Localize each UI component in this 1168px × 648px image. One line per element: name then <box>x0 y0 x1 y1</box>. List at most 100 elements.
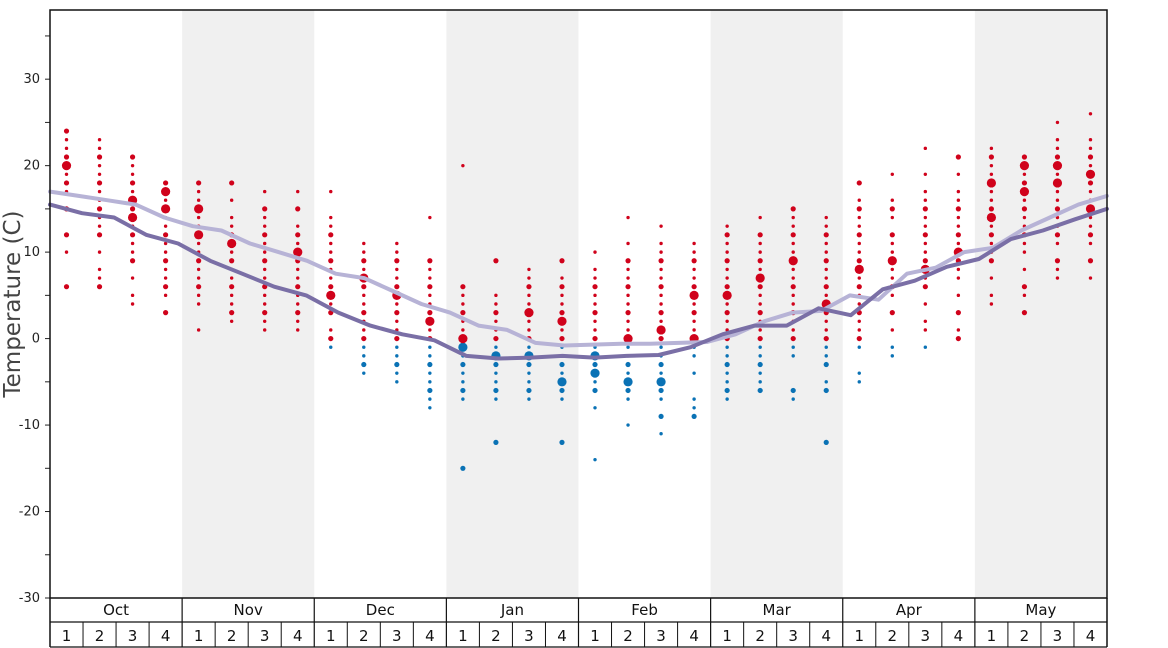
observation-dot <box>63 232 70 238</box>
observation-dot <box>956 241 961 246</box>
observation-dot <box>923 172 928 176</box>
observation-dot <box>263 189 267 194</box>
observation-dot <box>823 335 829 342</box>
observation-dot <box>692 241 696 246</box>
observation-dot <box>791 293 795 298</box>
week-label: 2 <box>755 627 765 645</box>
observation-dot <box>890 328 894 332</box>
observation-dot <box>887 256 897 266</box>
observation-dot <box>428 293 432 298</box>
observation-dot <box>559 284 565 290</box>
observation-dot <box>526 361 532 368</box>
observation-dot <box>659 250 663 254</box>
observation-dot <box>129 232 136 238</box>
month-label-jan: Jan <box>500 601 524 619</box>
observation-dot <box>229 250 234 254</box>
observation-dot <box>856 206 862 212</box>
observation-dot <box>791 215 795 220</box>
observation-dot <box>623 333 633 344</box>
observation-dot <box>856 180 862 186</box>
observation-dot <box>824 293 828 298</box>
observation-dot <box>923 215 928 220</box>
observation-dot <box>725 276 729 280</box>
observation-dot <box>1019 186 1030 197</box>
observation-dot <box>790 232 796 238</box>
observation-dot <box>427 258 433 264</box>
observation-dot <box>956 172 961 176</box>
observation-dot <box>757 258 763 264</box>
observation-dot <box>263 302 267 306</box>
observation-dot <box>461 293 465 298</box>
observation-dot <box>692 302 696 306</box>
observation-dot <box>526 284 532 290</box>
observation-dot <box>527 276 531 280</box>
observation-dot <box>791 250 795 254</box>
observation-dot <box>295 206 301 212</box>
observation-dot <box>229 258 235 264</box>
observation-dot <box>725 371 729 375</box>
observation-dot <box>923 319 928 323</box>
observation-dot <box>296 189 300 194</box>
month-band-jan <box>446 10 579 598</box>
observation-dot <box>458 333 468 344</box>
week-label: 3 <box>260 627 270 645</box>
observation-dot <box>626 267 630 272</box>
observation-dot <box>1022 198 1027 202</box>
observation-dot <box>989 241 994 246</box>
observation-dot <box>593 328 597 332</box>
observation-dot <box>824 354 828 358</box>
observation-dot <box>494 302 498 306</box>
observation-dot <box>988 258 994 264</box>
observation-dot <box>626 397 630 401</box>
observation-dot <box>989 189 994 194</box>
observation-dot <box>428 354 432 358</box>
observation-dot <box>262 258 268 264</box>
observation-dot <box>328 335 334 342</box>
observation-dot <box>494 380 498 384</box>
observation-dot <box>1085 204 1096 214</box>
observation-dot <box>824 224 828 228</box>
observation-dot <box>130 302 135 306</box>
observation-dot <box>626 215 630 220</box>
observation-dot <box>527 319 531 323</box>
observation-dot <box>854 264 864 275</box>
observation-dot <box>658 335 664 342</box>
observation-dot <box>659 267 663 272</box>
observation-dot <box>722 290 732 300</box>
observation-dot <box>824 241 828 246</box>
observation-dot <box>593 319 597 323</box>
observation-dot <box>1022 267 1027 272</box>
observation-dot <box>97 138 102 142</box>
observation-dot <box>658 258 664 264</box>
observation-dot <box>527 380 531 384</box>
observation-dot <box>329 189 333 194</box>
observation-dot <box>956 189 961 194</box>
observation-dot <box>329 302 333 306</box>
observation-dot <box>758 345 762 349</box>
observation-dot <box>460 284 466 290</box>
observation-dot <box>692 406 696 410</box>
observation-dot <box>1054 258 1061 264</box>
observation-dot <box>956 215 961 220</box>
observation-dot <box>692 354 696 358</box>
observation-dot <box>758 293 762 298</box>
observation-dot <box>923 189 928 194</box>
observation-dot <box>1022 250 1027 254</box>
observation-dot <box>97 276 102 280</box>
week-label: 3 <box>128 627 138 645</box>
observation-dot <box>791 276 795 280</box>
observation-dot <box>593 267 597 272</box>
observation-dot <box>724 232 730 238</box>
observation-dot <box>494 371 498 375</box>
observation-dot <box>989 172 994 176</box>
observation-dot <box>329 215 333 220</box>
observation-dot <box>425 316 435 326</box>
observation-dot <box>823 439 829 445</box>
observation-dot <box>129 206 136 212</box>
observation-dot <box>592 335 598 342</box>
observation-dot <box>791 224 795 228</box>
observation-dot <box>1087 232 1094 238</box>
month-label-mar: Mar <box>763 601 792 619</box>
observation-dot <box>658 387 664 394</box>
observation-dot <box>857 276 861 280</box>
